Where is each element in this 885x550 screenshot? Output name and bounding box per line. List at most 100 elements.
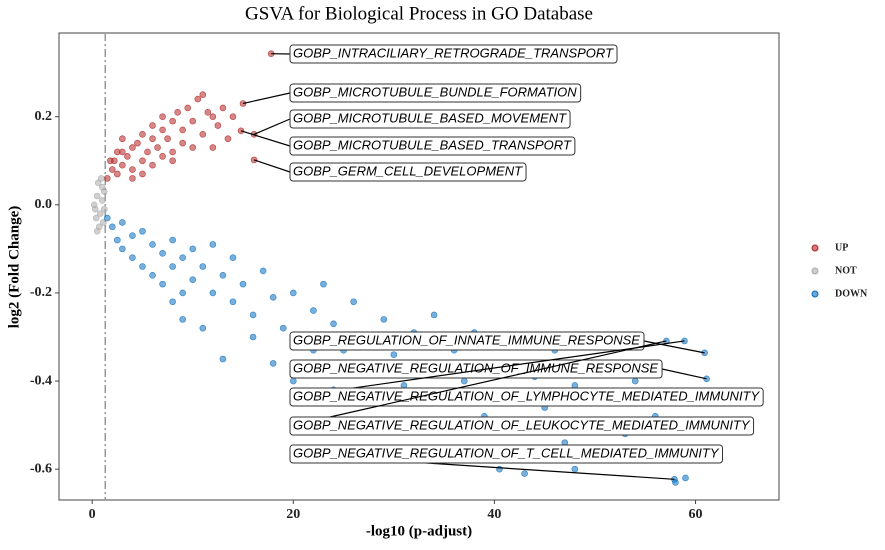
point bbox=[100, 188, 108, 195]
point bbox=[164, 135, 171, 143]
annotation-label: GOBP_INTRACILIARY_RETROGRADE_TRANSPORT bbox=[293, 45, 614, 60]
point bbox=[179, 316, 186, 323]
annotation-connector bbox=[289, 340, 667, 427]
annotation-box bbox=[289, 44, 618, 64]
point bbox=[139, 263, 146, 270]
point bbox=[93, 227, 101, 235]
point bbox=[149, 135, 156, 143]
point bbox=[144, 148, 151, 156]
annotation: GOBP_INTRACILIARY_RETROGRADE_TRANSPORT bbox=[289, 44, 618, 64]
point bbox=[199, 91, 207, 98]
annotation-connector bbox=[643, 340, 705, 354]
y-tick-label: -0.6 bbox=[30, 461, 52, 476]
point bbox=[219, 355, 227, 363]
annotation-connector bbox=[253, 118, 291, 135]
point bbox=[224, 135, 232, 143]
point bbox=[92, 214, 100, 222]
annotation: GOBP_NEGATIVE_REGULATION_OF_T_CELL_MEDIA… bbox=[289, 444, 723, 464]
point bbox=[114, 236, 121, 244]
legend-label: DOWN bbox=[835, 288, 868, 299]
point bbox=[103, 214, 111, 222]
point bbox=[249, 333, 257, 341]
x-tick-label: 20 bbox=[286, 507, 300, 522]
annotation-box bbox=[289, 136, 576, 156]
point bbox=[159, 126, 166, 134]
point bbox=[179, 289, 186, 297]
point bbox=[96, 210, 104, 217]
annotation: GOBP_MICROTUBULE_BUNDLE_FORMATION bbox=[289, 83, 582, 103]
x-tick-label: 0 bbox=[89, 507, 96, 522]
point bbox=[129, 232, 136, 239]
legend-label: NOT bbox=[835, 265, 857, 276]
point bbox=[189, 117, 197, 125]
point bbox=[159, 280, 166, 288]
point bbox=[390, 351, 398, 358]
point bbox=[169, 236, 176, 244]
point bbox=[106, 157, 114, 165]
point bbox=[571, 465, 579, 473]
point bbox=[174, 109, 181, 116]
point bbox=[279, 324, 287, 332]
annotation-connector bbox=[253, 159, 291, 173]
annotation: GOBP_NEGATIVE_REGULATION_OF_LYMPHOCYTE_M… bbox=[289, 387, 764, 407]
annotation-label: GOBP_GERM_CELL_DEVELOPMENT bbox=[293, 163, 523, 178]
point bbox=[350, 298, 357, 306]
point bbox=[179, 126, 186, 134]
point bbox=[119, 219, 126, 226]
point bbox=[320, 280, 327, 288]
point bbox=[269, 294, 277, 301]
point bbox=[189, 144, 197, 151]
point bbox=[139, 157, 146, 165]
point bbox=[229, 254, 237, 261]
point bbox=[209, 241, 217, 248]
annotation-connector bbox=[240, 130, 291, 147]
chart-title: GSVA for Biological Process in GO Databa… bbox=[245, 3, 593, 24]
point bbox=[682, 474, 689, 482]
point bbox=[179, 254, 186, 261]
point bbox=[430, 311, 438, 319]
point bbox=[199, 131, 207, 138]
point bbox=[290, 289, 297, 297]
point bbox=[139, 131, 146, 138]
annotation-label: GOBP_NEGATIVE_REGULATION_OF_IMMUNE_RESPO… bbox=[293, 360, 658, 375]
point bbox=[460, 377, 468, 385]
point bbox=[290, 377, 297, 385]
annotation-label: GOBP_MICROTUBULE_BASED_MOVEMENT bbox=[293, 110, 567, 125]
plot-panel bbox=[58, 32, 780, 501]
point bbox=[139, 227, 146, 235]
point bbox=[149, 272, 156, 279]
point bbox=[189, 245, 197, 253]
point bbox=[204, 109, 212, 116]
point bbox=[189, 276, 197, 284]
point bbox=[269, 360, 277, 367]
annotation-label: GOBP_MICROTUBULE_BUNDLE_FORMATION bbox=[293, 84, 577, 99]
y-tick-label: -0.4 bbox=[30, 373, 52, 388]
point bbox=[259, 267, 267, 275]
point bbox=[149, 122, 156, 129]
annotation-box bbox=[289, 444, 723, 464]
point bbox=[229, 113, 237, 121]
point bbox=[129, 166, 136, 173]
point bbox=[93, 192, 101, 200]
y-axis-label: log2 (Fold Change) bbox=[6, 206, 22, 329]
y-tick-label: -0.2 bbox=[30, 285, 52, 300]
point bbox=[119, 135, 126, 143]
point bbox=[129, 175, 136, 182]
annotation-label: GOBP_MICROTUBULE_BASED_TRANSPORT bbox=[293, 137, 572, 152]
annotation: GOBP_GERM_CELL_DEVELOPMENT bbox=[289, 162, 527, 182]
y-tick-label: 0.2 bbox=[35, 109, 53, 124]
point bbox=[169, 148, 176, 156]
annotation-label: GOBP_NEGATIVE_REGULATION_OF_LYMPHOCYTE_M… bbox=[293, 388, 761, 403]
point bbox=[179, 139, 186, 147]
point bbox=[159, 113, 166, 121]
point bbox=[129, 144, 136, 151]
point bbox=[219, 104, 227, 112]
point bbox=[380, 316, 388, 323]
point bbox=[194, 95, 202, 103]
point bbox=[108, 166, 116, 173]
point bbox=[149, 161, 156, 169]
point bbox=[169, 263, 176, 270]
x-tick-label: 60 bbox=[689, 507, 703, 522]
point bbox=[99, 219, 107, 226]
point bbox=[631, 377, 639, 385]
